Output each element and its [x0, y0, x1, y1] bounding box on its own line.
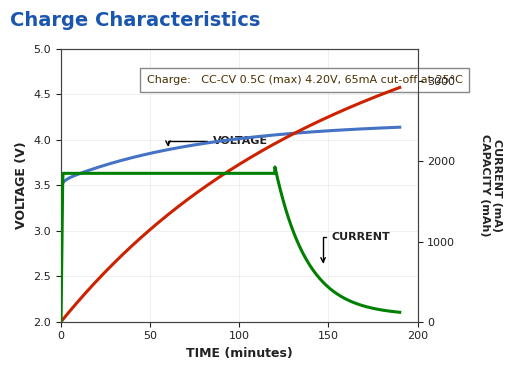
Text: Charge Characteristics: Charge Characteristics — [10, 11, 261, 30]
Y-axis label: CURRENT (mA)
CAPACITY (mAh): CURRENT (mA) CAPACITY (mAh) — [480, 134, 502, 237]
Text: VOLTAGE: VOLTAGE — [166, 136, 268, 147]
Text: CURRENT: CURRENT — [321, 232, 391, 262]
Text: Charge:   CC-CV 0.5C (max) 4.20V, 65mA cut-off at 25°C: Charge: CC-CV 0.5C (max) 4.20V, 65mA cut… — [147, 75, 463, 85]
Y-axis label: VOLTAGE (V): VOLTAGE (V) — [15, 141, 28, 229]
Text: CAPACITY: CAPACITY — [0, 374, 1, 375]
X-axis label: TIME (minutes): TIME (minutes) — [186, 347, 293, 360]
